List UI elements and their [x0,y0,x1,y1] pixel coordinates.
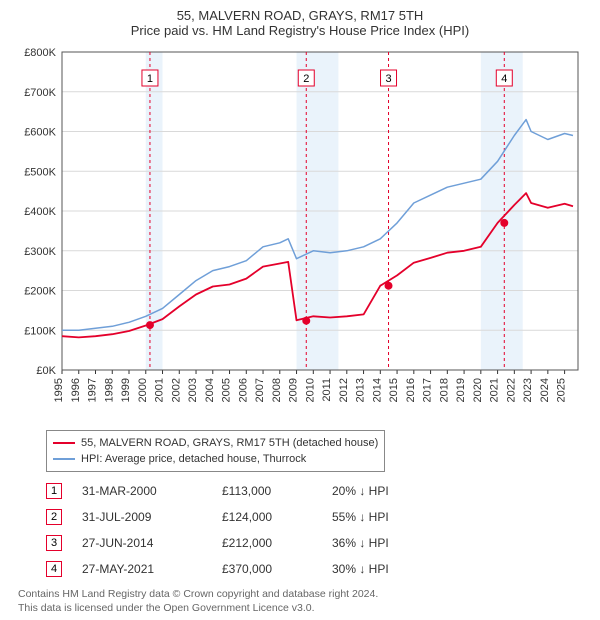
sale-price: £212,000 [222,536,332,550]
legend-row: 55, MALVERN ROAD, GRAYS, RM17 5TH (detac… [53,435,378,451]
svg-text:2015: 2015 [388,378,400,402]
sale-price: £124,000 [222,510,332,524]
sale-date: 27-MAY-2021 [82,562,222,576]
svg-text:£500K: £500K [24,166,56,178]
chart-legend: 55, MALVERN ROAD, GRAYS, RM17 5TH (detac… [46,430,385,472]
svg-text:2009: 2009 [288,378,300,402]
sales-table: 1 31-MAR-2000£113,00020% ↓ HPI 2 31-JUL-200… [46,478,582,582]
svg-text:4: 4 [501,73,507,85]
legend-label: 55, MALVERN ROAD, GRAYS, RM17 5TH (detac… [81,435,378,451]
svg-text:2020: 2020 [472,378,484,402]
sale-marker-box: 4 [46,561,62,577]
svg-text:1998: 1998 [103,378,115,402]
svg-text:2002: 2002 [170,378,182,402]
svg-text:2008: 2008 [271,378,283,402]
legend-row: HPI: Average price, detached house, Thur… [53,451,378,467]
svg-text:2014: 2014 [371,378,383,402]
svg-text:2001: 2001 [154,378,166,402]
svg-text:£0K: £0K [36,365,56,377]
svg-text:2004: 2004 [204,378,216,402]
chart-subtitle: Price paid vs. HM Land Registry's House … [14,23,586,38]
svg-text:2003: 2003 [187,378,199,402]
svg-text:2016: 2016 [405,378,417,402]
svg-text:1: 1 [147,73,153,85]
footer-line-1: Contains HM Land Registry data © Crown c… [18,588,582,602]
svg-text:2000: 2000 [137,378,149,402]
svg-text:2013: 2013 [355,378,367,402]
svg-text:2019: 2019 [455,378,467,402]
sale-date: 31-JUL-2009 [82,510,222,524]
sale-delta: 30% ↓ HPI [332,562,452,576]
svg-text:£400K: £400K [24,206,56,218]
svg-text:1996: 1996 [70,378,82,402]
svg-text:£100K: £100K [24,325,56,337]
table-row: 3 27-JUN-2014£212,00036% ↓ HPI [46,530,582,556]
svg-text:2006: 2006 [237,378,249,402]
svg-text:2007: 2007 [254,378,266,402]
legend-swatch [53,442,75,444]
sale-date: 27-JUN-2014 [82,536,222,550]
price-chart: £0K £100K £200K £300K £400K £500K £600K £700K £8… [14,44,586,424]
svg-text:2012: 2012 [338,378,350,402]
sale-marker-box: 1 [46,483,62,499]
svg-text:2: 2 [303,73,309,85]
footer-attribution: Contains HM Land Registry data © Crown c… [18,588,582,615]
svg-text:2024: 2024 [539,378,551,402]
svg-text:£600K: £600K [24,127,56,139]
svg-text:1997: 1997 [87,378,99,402]
svg-text:2023: 2023 [522,378,534,402]
svg-text:2021: 2021 [489,378,501,402]
svg-text:2018: 2018 [438,378,450,402]
table-row: 2 31-JUL-2009£124,00055% ↓ HPI [46,504,582,530]
svg-text:1999: 1999 [120,378,132,402]
svg-text:2010: 2010 [304,378,316,402]
sale-delta: 55% ↓ HPI [332,510,452,524]
chart-title: 55, MALVERN ROAD, GRAYS, RM17 5TH [14,8,586,23]
svg-text:2017: 2017 [422,378,434,402]
table-row: 1 31-MAR-2000£113,00020% ↓ HPI [46,478,582,504]
table-row: 4 27-MAY-2021£370,00030% ↓ HPI [46,556,582,582]
sale-price: £113,000 [222,484,332,498]
footer-line-2: This data is licensed under the Open Gov… [18,602,582,616]
svg-text:£300K: £300K [24,246,56,258]
svg-text:1995: 1995 [53,378,65,402]
svg-text:£700K: £700K [24,87,56,99]
sale-marker-box: 3 [46,535,62,551]
sale-price: £370,000 [222,562,332,576]
sale-marker-box: 2 [46,509,62,525]
svg-text:£800K: £800K [24,47,56,59]
sale-delta: 36% ↓ HPI [332,536,452,550]
legend-swatch [53,458,75,460]
sale-delta: 20% ↓ HPI [332,484,452,498]
legend-label: HPI: Average price, detached house, Thur… [81,451,306,467]
svg-text:2025: 2025 [556,378,568,402]
svg-text:£200K: £200K [24,286,56,298]
svg-text:2011: 2011 [321,378,333,402]
svg-text:2022: 2022 [505,378,517,402]
chart-svg: £0K £100K £200K £300K £400K £500K £600K £700K £8… [14,44,586,424]
svg-text:3: 3 [385,73,391,85]
sale-date: 31-MAR-2000 [82,484,222,498]
svg-text:2005: 2005 [221,378,233,402]
